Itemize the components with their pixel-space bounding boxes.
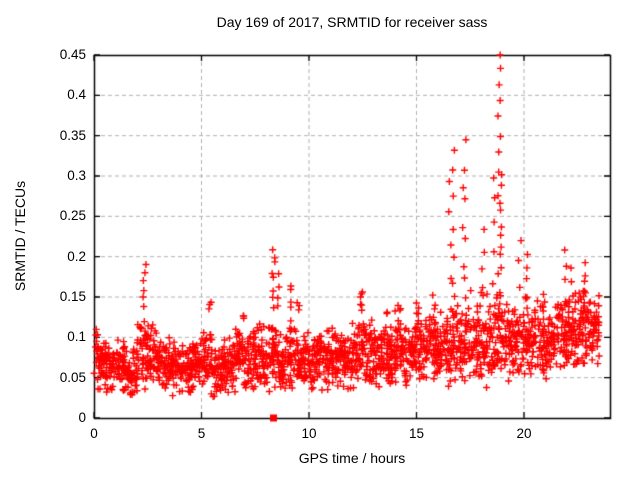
x-tick-label: 0 xyxy=(90,426,98,441)
x-tick-label: 15 xyxy=(408,426,425,441)
y-tick-label: 0.2 xyxy=(67,248,86,264)
y-tick-label: 0.15 xyxy=(59,289,86,304)
y-tick-label: 0 xyxy=(78,410,86,425)
y-tick-label: 0.35 xyxy=(59,127,86,143)
x-tick-label: 20 xyxy=(516,426,532,441)
y-tick-label: 0.1 xyxy=(67,329,86,345)
y-tick-label: 0.05 xyxy=(59,369,86,385)
y-tick-label: 0.3 xyxy=(67,168,86,183)
x-tick-label: 5 xyxy=(197,426,206,441)
y-tick-label: 0.45 xyxy=(59,47,86,62)
y-tick-label: 0.25 xyxy=(59,208,86,224)
x-axis-label: GPS time / hours xyxy=(298,450,406,466)
y-tick-label: 0.4 xyxy=(67,87,86,103)
x-tick-label: 10 xyxy=(301,426,317,441)
